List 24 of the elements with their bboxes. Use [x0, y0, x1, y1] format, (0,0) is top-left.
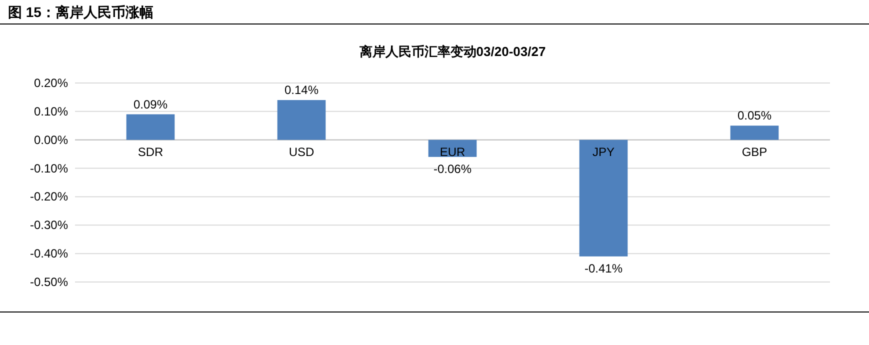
- x-tick-label: USD: [288, 144, 314, 159]
- y-tick-label: -0.50%: [30, 275, 68, 289]
- data-label: 0.05%: [737, 108, 772, 123]
- data-label: 0.14%: [284, 83, 319, 98]
- y-tick-label: 0.00%: [34, 132, 68, 147]
- y-tick-label: -0.30%: [30, 218, 68, 232]
- chart-subtitle: 离岸人民币汇率变动03/20-03/27: [358, 44, 546, 59]
- data-label: -0.06%: [433, 162, 472, 176]
- bar: [277, 100, 326, 140]
- x-tick-label: SDR: [138, 144, 164, 159]
- bar: [730, 126, 779, 140]
- x-tick-label: JPY: [592, 144, 615, 159]
- data-label: -0.41%: [584, 261, 623, 276]
- y-tick-label: -0.10%: [30, 161, 68, 176]
- x-tick-label: GBP: [742, 144, 768, 159]
- y-tick-label: -0.20%: [30, 190, 68, 204]
- y-tick-label: 0.20%: [34, 76, 68, 90]
- y-tick-label: -0.40%: [30, 246, 68, 261]
- data-label: 0.09%: [133, 97, 168, 112]
- x-tick-label: EUR: [440, 144, 466, 159]
- y-tick-label: 0.10%: [34, 104, 68, 118]
- bar: [126, 114, 175, 140]
- bar: [579, 140, 628, 256]
- chart-title: 图 15：离岸人民币涨幅: [8, 4, 154, 20]
